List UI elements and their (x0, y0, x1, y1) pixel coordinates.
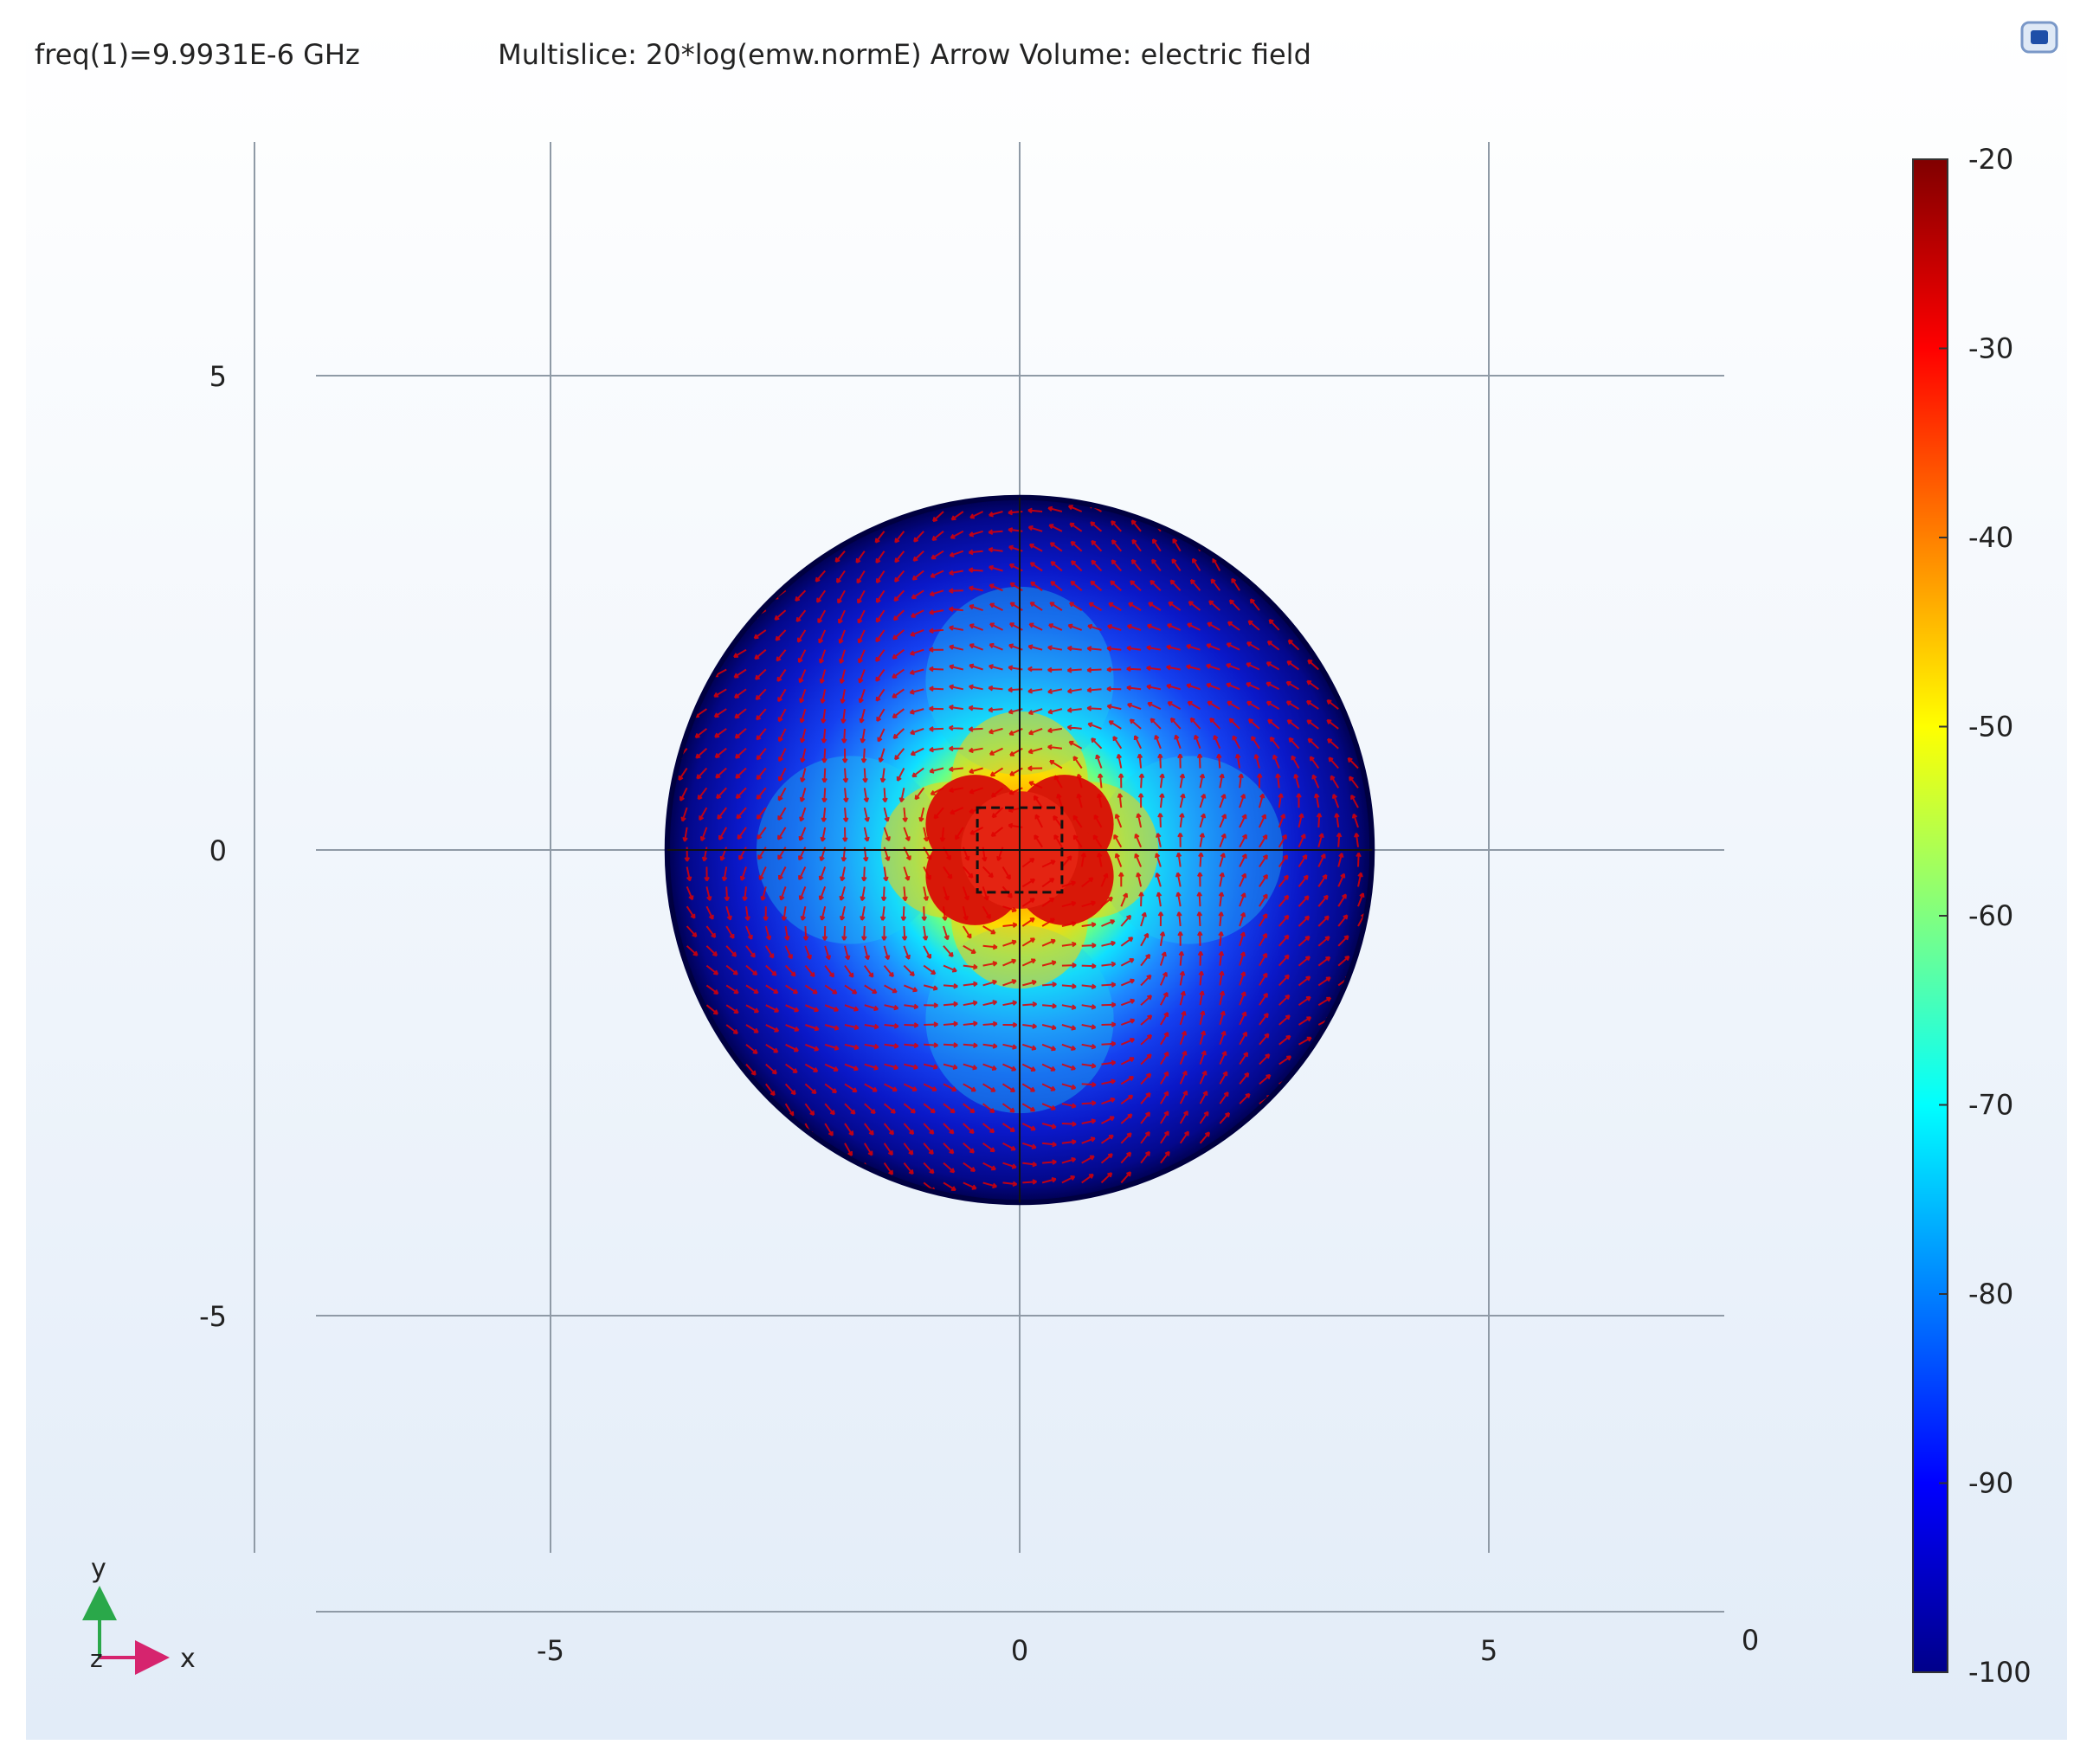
triad-x-label: x (180, 1644, 196, 1674)
axis-triad: x y z (82, 1554, 196, 1675)
colorbar: -20 -30 -40 -50 -60 -70 -80 -90 -100 (1912, 143, 2032, 1689)
x-tick-label: 5 (1480, 1634, 1497, 1667)
arrow-glyphs (677, 503, 1366, 1193)
colorbar-tick-label: -100 (1968, 1656, 2032, 1689)
triad-z-label: z (90, 1645, 103, 1673)
triad-y-label: y (91, 1554, 106, 1584)
colorbar-tick-label: -20 (1968, 143, 2013, 176)
colorbar-tick-label: -50 (1968, 711, 2013, 744)
y-tick-label: 0 (209, 834, 227, 867)
colorbar-tick-label: -70 (1968, 1089, 2013, 1122)
colorbar-tick-label: -30 (1968, 332, 2013, 365)
electric-field-arrows (677, 503, 1366, 1193)
axis-tick-labels: -5 0 5 5 0 -5 0 (199, 360, 1759, 1667)
x-tick-label: -5 (537, 1634, 564, 1667)
frequency-label: freq(1)=9.9931E-6 GHz (35, 38, 360, 71)
z-tick-label: 0 (1742, 1624, 1759, 1657)
settings-icon[interactable] (2020, 21, 2058, 54)
y-tick-label: 5 (209, 360, 227, 393)
field-domain (664, 494, 1375, 1206)
colorbar-tick-label: -40 (1968, 521, 2013, 554)
x-tick-label: 0 (1011, 1634, 1028, 1667)
colorbar-tick-label: -60 (1968, 899, 2013, 932)
colorbar-tick-label: -90 (1968, 1467, 2013, 1500)
colorbar-tick-label: -80 (1968, 1278, 2013, 1310)
chart-title: Multislice: 20*log(emw.normE) Arrow Volu… (498, 38, 1311, 71)
y-tick-label: -5 (199, 1300, 227, 1333)
